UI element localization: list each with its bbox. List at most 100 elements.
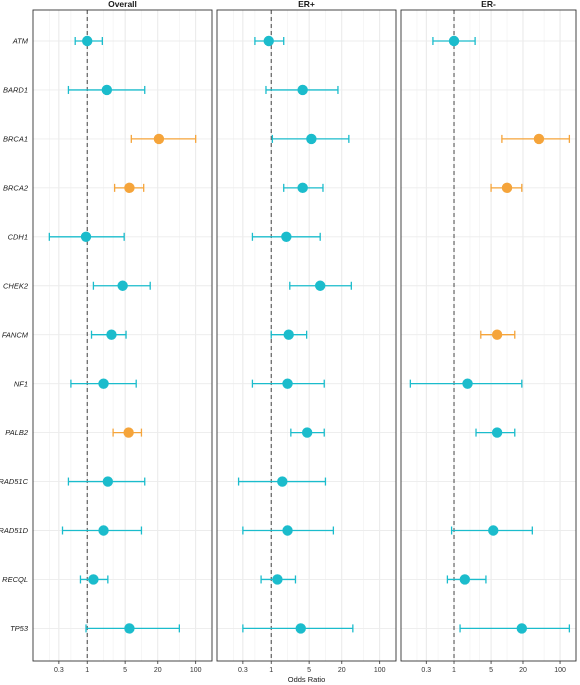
point-estimate <box>283 329 294 340</box>
gene-label-recql: RECQL <box>2 575 28 584</box>
estimate-cdh1 <box>251 231 321 242</box>
gene-label-atm: ATM <box>12 37 29 46</box>
point-estimate <box>297 84 308 96</box>
panel-background <box>33 10 212 661</box>
estimate-fancm <box>480 329 516 340</box>
gene-label-palb2: PALB2 <box>5 428 29 437</box>
gene-label-chek2: CHEK2 <box>3 281 29 290</box>
point-estimate <box>491 329 503 340</box>
x-tick-label: 0.3 <box>238 667 248 674</box>
x-tick-label: 1 <box>85 667 89 674</box>
point-estimate <box>314 280 326 291</box>
point-estimate <box>153 133 165 145</box>
estimate-bard1 <box>67 84 146 96</box>
point-estimate <box>263 35 274 47</box>
estimate-nf1 <box>409 378 523 389</box>
gene-label-cdh1: CDH1 <box>8 232 28 241</box>
panel-3: ER- 0.3 1 5 20 100 <box>400 0 577 674</box>
estimate-tp53 <box>242 623 354 634</box>
point-estimate <box>462 378 473 389</box>
x-tick-label: 5 <box>123 667 127 674</box>
x-tick-label: 5 <box>489 667 493 674</box>
estimate-palb2 <box>112 427 143 438</box>
point-estimate <box>80 231 92 242</box>
estimate-brca2 <box>490 182 523 194</box>
point-estimate <box>124 182 135 194</box>
x-tick-label: 5 <box>307 667 311 674</box>
x-tick-label: 1 <box>452 667 456 674</box>
estimate-fancm <box>90 329 127 340</box>
panel-background <box>401 10 576 661</box>
point-estimate <box>295 623 306 634</box>
estimate-bard1 <box>265 84 339 96</box>
point-estimate <box>501 182 513 194</box>
estimate-tp53 <box>459 623 571 634</box>
panel-frame <box>216 9 397 662</box>
estimate-nf1 <box>251 378 325 389</box>
gene-label-nf1: NF1 <box>14 379 28 388</box>
estimate-fancm <box>270 329 308 340</box>
estimate-rad51c <box>67 476 146 487</box>
gene-label-rad51d: RAD51D <box>0 526 29 535</box>
estimate-recql <box>79 574 109 585</box>
x-axis-title: Odds Ratio <box>288 675 326 684</box>
estimate-atm <box>254 35 285 47</box>
estimate-palb2 <box>290 427 325 438</box>
estimate-nf1 <box>70 378 137 389</box>
estimate-rad51d <box>242 525 335 536</box>
gene-label-tp53: TP53 <box>10 624 29 633</box>
estimate-brca1 <box>501 133 571 145</box>
estimate-rad51d <box>61 525 143 536</box>
point-estimate <box>282 525 293 536</box>
point-estimate <box>281 231 292 242</box>
estimate-palb2 <box>475 427 516 438</box>
estimate-brca2 <box>113 182 145 194</box>
point-estimate <box>277 476 288 487</box>
point-estimate <box>488 525 499 536</box>
estimate-brca1 <box>271 133 350 145</box>
estimate-chek2 <box>92 280 151 291</box>
x-tick-label: 100 <box>554 667 566 674</box>
point-estimate <box>491 427 503 438</box>
panel-1: Overall 0.3 1 5 20 100 <box>32 0 213 674</box>
estimate-atm <box>432 35 476 47</box>
point-estimate <box>533 133 545 145</box>
gene-label-bard1: BARD1 <box>3 86 28 95</box>
gene-label-brca2: BRCA2 <box>3 183 29 192</box>
x-tick-label: 100 <box>190 667 202 674</box>
gene-label-rad51c: RAD51C <box>0 477 29 486</box>
panel-frame <box>400 9 577 662</box>
estimate-cdh1 <box>48 231 125 242</box>
estimate-rad51c <box>237 476 327 487</box>
panel-frame <box>32 9 213 662</box>
point-estimate <box>123 427 134 438</box>
panel-title: ER- <box>481 0 496 9</box>
point-estimate <box>88 574 99 585</box>
point-estimate <box>301 427 313 438</box>
x-tick-label: 20 <box>338 667 346 674</box>
point-estimate <box>459 574 471 585</box>
gene-label-brca1: BRCA1 <box>3 135 28 144</box>
point-estimate <box>306 133 317 145</box>
point-estimate <box>98 525 109 536</box>
estimate-atm <box>74 35 103 47</box>
estimate-brca2 <box>283 182 324 194</box>
estimate-brca1 <box>130 133 197 145</box>
estimate-rad51d <box>450 525 533 536</box>
panel-2: ER+ 0.3 1 5 20 100 <box>216 0 397 674</box>
point-estimate <box>516 623 528 634</box>
x-tick-label: 20 <box>154 667 162 674</box>
point-estimate <box>282 378 293 389</box>
point-estimate <box>102 476 114 487</box>
point-estimate <box>82 35 93 47</box>
panel-title: ER+ <box>298 0 315 9</box>
point-estimate <box>106 329 117 340</box>
x-tick-label: 100 <box>374 667 386 674</box>
x-tick-label: 20 <box>519 667 527 674</box>
panel-title: Overall <box>108 0 137 9</box>
point-estimate <box>448 35 460 47</box>
point-estimate <box>117 280 128 291</box>
point-estimate <box>272 574 283 585</box>
x-tick-label: 1 <box>269 667 273 674</box>
point-estimate <box>124 623 135 634</box>
